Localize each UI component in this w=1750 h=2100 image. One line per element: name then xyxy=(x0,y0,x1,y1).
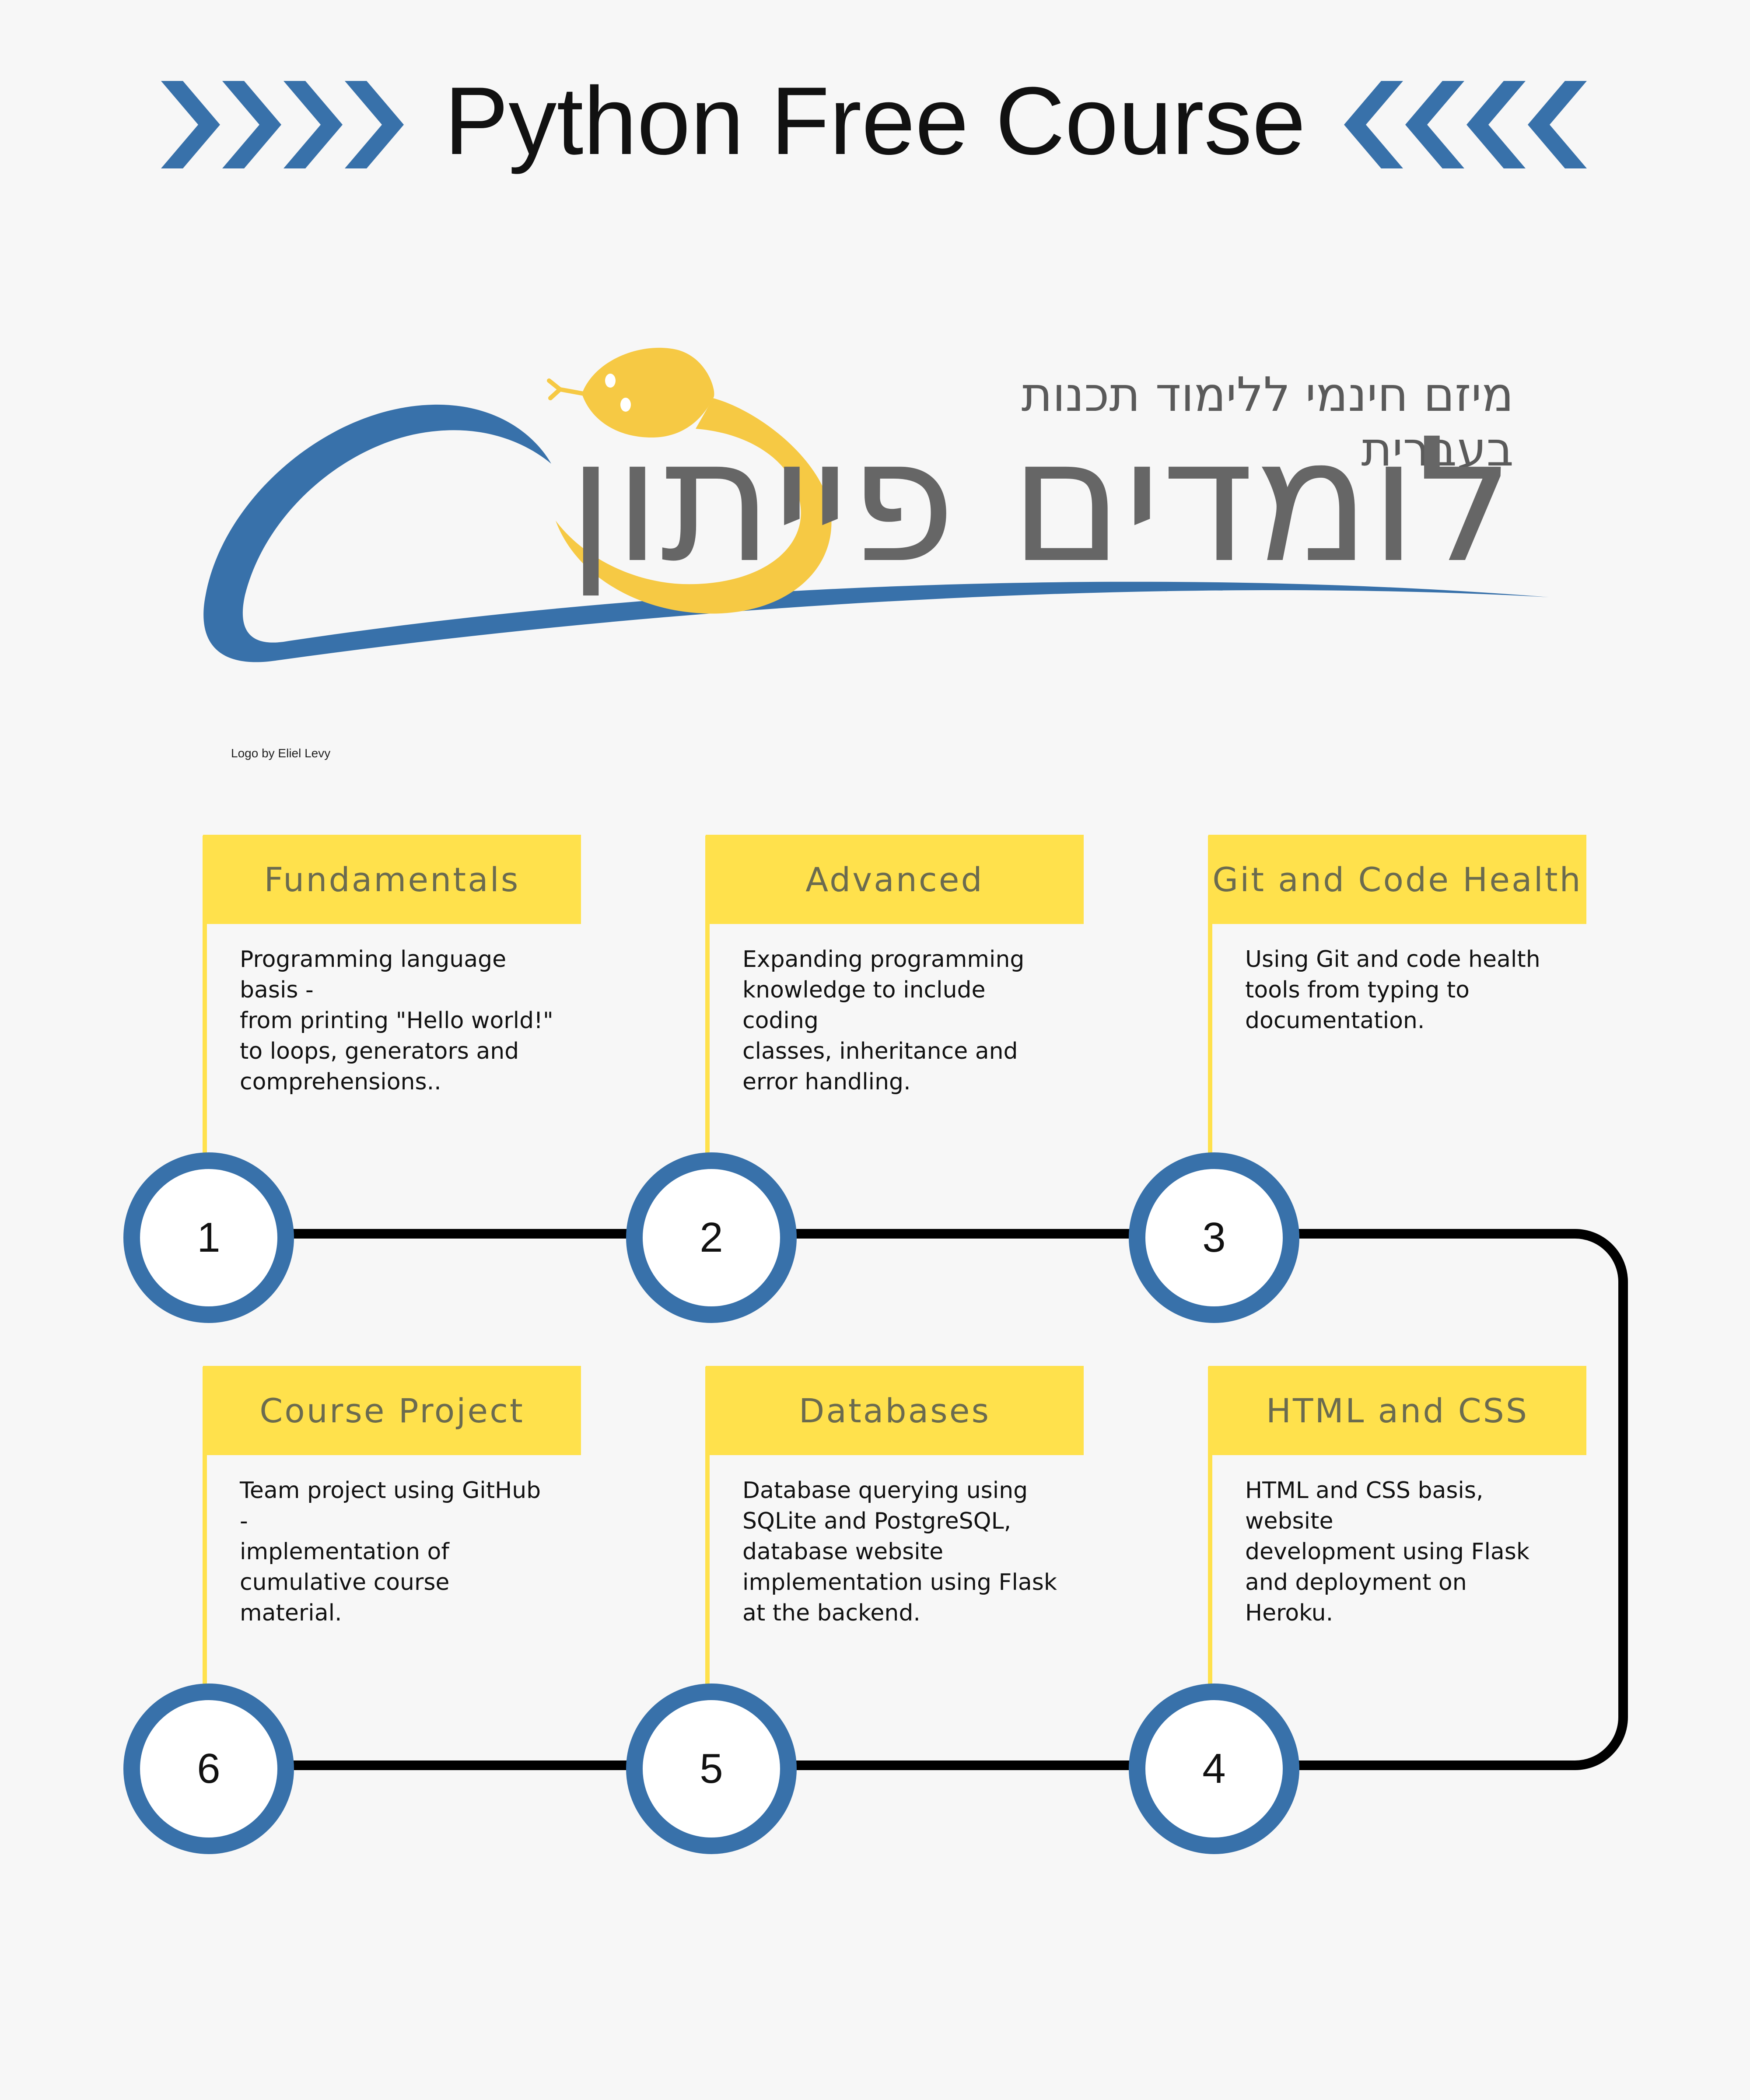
chevron-left-decoration-icon xyxy=(1344,81,1587,168)
chevron-right-decoration-icon xyxy=(161,81,404,168)
step-5-circle: 5 xyxy=(626,1684,797,1854)
blue-swoosh-icon xyxy=(203,404,1549,662)
step-1-title: Fundamentals xyxy=(203,835,581,924)
step-1-description: Programming language basis - from printi… xyxy=(240,946,553,1095)
step-4-title: HTML and CSS xyxy=(1208,1366,1586,1455)
step-4-circle: 4 xyxy=(1129,1684,1299,1854)
snake-tongue-icon xyxy=(547,378,586,400)
logo-credit: Logo by Eliel Levy xyxy=(231,746,331,760)
snake-eye-icon xyxy=(605,374,616,388)
step-5-title: Databases xyxy=(706,1366,1084,1455)
step-1-circle: 1 xyxy=(123,1152,294,1323)
step-3-circle: 3 xyxy=(1129,1152,1299,1323)
logo-subtitle: מיזם חינמי ללימוד תכנות בעברית xyxy=(1021,368,1514,477)
step-4-description: HTML and CSS basis, website development … xyxy=(1245,1477,1530,1626)
card-connector xyxy=(1208,1367,1212,1699)
step-3-description: Using Git and code health tools from typ… xyxy=(1245,946,1540,1034)
step-6-description: Team project using GitHub - implementati… xyxy=(240,1477,541,1626)
card-connector xyxy=(705,836,710,1168)
step-6-circle: 6 xyxy=(123,1684,294,1854)
python-logo-art xyxy=(203,347,1549,662)
step-2-title: Advanced xyxy=(706,835,1084,924)
snake-eye-icon xyxy=(620,398,631,412)
logo-wordmark: לומדים פייתון xyxy=(567,402,1514,600)
card-connector xyxy=(705,1367,710,1699)
step-2-description: Expanding programming knowledge to inclu… xyxy=(742,946,1025,1095)
step-2-circle: 2 xyxy=(626,1152,797,1323)
step-3-title: Git and Code Health xyxy=(1208,835,1586,924)
card-connector xyxy=(203,836,207,1168)
card-connector xyxy=(1208,836,1212,1168)
page-title: Python Free Course xyxy=(444,67,1306,175)
step-6-title: Course Project xyxy=(203,1366,581,1455)
snake-head-icon xyxy=(582,347,714,438)
card-connector xyxy=(203,1367,207,1699)
step-5-description: Database querying using SQLite and Postg… xyxy=(742,1477,1057,1626)
